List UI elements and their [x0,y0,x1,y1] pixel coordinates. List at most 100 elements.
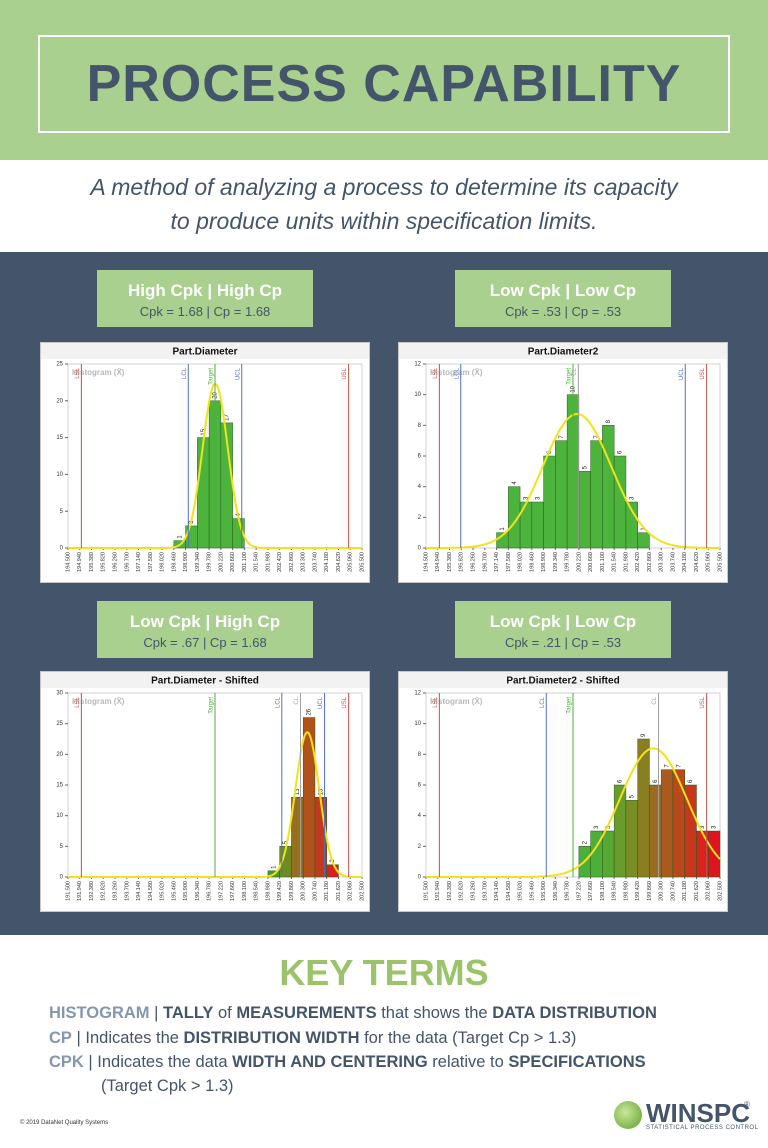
spec-label: LSL [433,696,439,707]
x-tick-label: 193.260 [470,881,476,901]
text: | [149,1004,163,1022]
x-tick-label: 203.300 [659,552,665,572]
bar [707,830,721,878]
x-tick-label: 200.220 [218,552,224,572]
x-tick-label: 196.780 [207,881,213,901]
term: CP [49,1029,72,1047]
x-tick-label: 205.500 [717,552,723,572]
x-tick-label: 199.420 [635,881,641,901]
term: CPK [49,1053,84,1071]
spec-label: LSL [75,696,81,707]
x-tick-label: 200.220 [576,552,582,572]
spec-label: Target [209,697,215,714]
bar-label: 6 [688,779,694,783]
stats: Cpk = .53 | Cp = .53 [504,304,622,319]
spec-label: UCL [235,367,241,380]
x-tick-label: 196.780 [565,881,571,901]
text-bold: SPECIFICATIONS [508,1053,646,1071]
x-tick-label: 202.060 [706,881,712,901]
spec-label: USL [700,696,706,708]
x-tick-label: 192.820 [459,881,465,901]
x-tick-label: 201.100 [600,552,606,572]
bar-label: 20 [213,391,219,398]
x-tick-label: 194.500 [423,552,429,572]
x-tick-label: 196.260 [470,552,476,572]
bar-label: 7 [559,435,565,439]
key-term: HISTOGRAM | TALLY of MEASUREMENTS that s… [49,1004,657,1023]
spec-label: Target [567,697,573,714]
x-tick-label: 198.020 [160,552,166,572]
bar-label: 3 [535,496,541,500]
panel-heading: High Cpk | High Cp Cpk = 1.68 | Cp = 1.68 [97,270,313,327]
x-tick-label: 197.660 [230,881,236,901]
x-tick-label: 202.060 [348,881,354,901]
bar [649,784,662,878]
x-tick-label: 197.220 [218,881,224,901]
bar-label: 6 [618,450,624,454]
x-tick-label: 195.020 [518,881,524,901]
histogram-chart: Part.Diameter2 0 2 4 6 8 10 12 194.500 194.940 195… [398,342,728,583]
bar [672,769,685,878]
x-tick-label: 199.340 [195,552,201,572]
spec-label: LSL [75,367,81,378]
x-tick-label: 191.500 [65,881,71,901]
x-tick-label: 195.020 [160,881,166,901]
watermark: Histogram (X̄) [72,368,125,377]
spec-label: CL [572,367,578,375]
x-tick-label: 201.100 [242,552,248,572]
y-tick-label: 10 [414,392,421,398]
x-tick-label: 201.540 [254,552,260,572]
x-tick-label: 199.860 [647,881,653,901]
y-tick-label: 5 [60,844,64,850]
x-tick-label: 192.820 [101,881,107,901]
x-tick-label: 204.620 [336,552,342,572]
bar-label: 5 [582,465,588,469]
header-box: PROCESS CAPABILITY [38,35,730,133]
x-tick-label: 194.940 [77,552,83,572]
y-tick-label: 0 [60,875,64,881]
y-tick-label: 6 [418,454,422,460]
x-tick-label: 202.860 [289,552,295,572]
x-tick-label: 197.140 [494,552,500,572]
bar [602,830,615,878]
key-term: (Target Cpk > 1.3) [101,1077,234,1096]
y-tick-label: 15 [56,783,63,789]
heading: Low Cpk | Low Cp [489,612,637,631]
x-tick-label: 195.460 [171,881,177,901]
bar-label: 26 [307,708,313,715]
bar [613,455,627,549]
chart-title: Part.Diameter2 - Shifted [506,676,619,687]
key-term: CPK | Indicates the data WIDTH AND CENTE… [49,1053,646,1072]
x-tick-label: 203.740 [312,552,318,572]
x-tick-label: 198.460 [171,552,177,572]
text: | Indicates the data [83,1053,233,1071]
heading: High Cpk | High Cp [128,281,282,300]
title-bar [41,343,369,359]
text: for the data (Target Cp > 1.3) [359,1029,577,1047]
x-tick-label: 205.060 [706,552,712,572]
spec-label: USL [342,367,348,379]
x-tick-label: 196.700 [124,552,130,572]
logo: WINSPC ® STATISTICAL PROCESS CONTROL [612,1098,758,1132]
bar-label: 9 [641,733,647,737]
key-terms-title: KEY TERMS [279,952,489,993]
x-tick-label: 196.340 [553,881,559,901]
chart-title: Part.Diameter - Shifted [151,676,259,687]
bar-label: 4 [236,513,242,517]
x-tick-label: 201.180 [682,881,688,901]
text-bold: DATA DISTRIBUTION [492,1004,657,1022]
panel-heading: Low Cpk | Low Cp Cpk = .53 | Cp = .53 [455,270,671,327]
y-tick-label: 0 [418,546,422,552]
x-tick-label: 200.300 [659,881,665,901]
x-tick-label: 191.940 [435,881,441,901]
y-tick-label: 8 [418,752,422,758]
bar-label: 7 [665,764,671,768]
x-tick-label: 197.580 [506,552,512,572]
text: | Indicates the [71,1029,184,1047]
x-tick-label: 198.540 [612,881,618,901]
x-tick-label: 191.940 [77,881,83,901]
bar-label: 17 [224,414,230,421]
subtitle-line: A method of analyzing a process to deter… [90,174,678,200]
spec-label: LCL [275,696,281,708]
